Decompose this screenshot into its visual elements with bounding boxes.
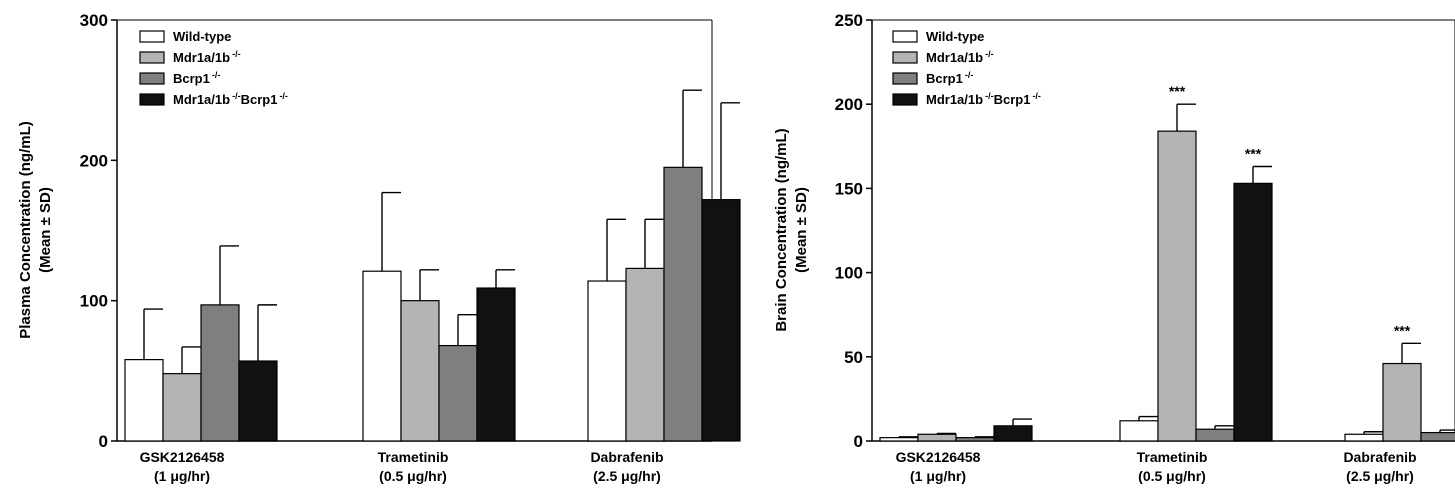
bar [362, 270, 402, 442]
y-tick-label: 250 [835, 11, 863, 30]
legend-label: Mdr1a/1b -/-Bcrp1 -/- [926, 91, 1041, 107]
bar [1420, 431, 1455, 442]
x-category-sublabel: (1 μg/hr) [910, 468, 966, 484]
y-axis-label: Brain Concentration (ng/mL) [773, 128, 790, 331]
legend-name: Mdr1a/1b [173, 50, 230, 65]
y-tick-label: 100 [80, 292, 108, 311]
y-axis-label-sub: (Mean ± SD) [793, 187, 810, 273]
legend-name: Mdr1a/1b [173, 92, 230, 107]
legend-name: Mdr1a/1b [926, 50, 983, 65]
significance-label: *** [1245, 146, 1262, 162]
legend-label: Mdr1a/1b -/-Bcrp1 -/- [173, 91, 288, 107]
legend-superscript: -/- [212, 70, 221, 80]
legend-superscript-2: -/- [279, 91, 288, 101]
bar [1157, 130, 1197, 442]
bar [917, 433, 957, 442]
legend-swatch [139, 72, 165, 85]
y-tick-label: 50 [844, 348, 863, 367]
legend-superscript: -/- [232, 91, 241, 101]
legend-swatch [892, 72, 918, 85]
legend-swatch [139, 93, 165, 106]
legend-superscript: -/- [985, 49, 994, 59]
y-axis-label: Plasma Concentration (ng/mL) [17, 121, 34, 339]
legend-label: Bcrp1 -/- [173, 70, 220, 86]
bar [587, 280, 627, 442]
y-axis-label-sub: (Mean ± SD) [37, 187, 54, 273]
x-category-sublabel: (0.5 μg/hr) [1138, 468, 1206, 484]
bar [1233, 182, 1273, 442]
legend-swatch [892, 93, 918, 106]
bar [1195, 428, 1235, 442]
legend-swatch [892, 51, 918, 64]
legend-swatch [139, 30, 165, 43]
y-tick-label: 100 [835, 264, 863, 283]
legend-name: Bcrp1 [173, 71, 210, 86]
brain-concentration-chart: 0 50 100 150 200 250 Brain Concentration (ng/m… [773, 11, 1455, 484]
bar [400, 300, 440, 442]
y-tick-label: 300 [80, 11, 108, 30]
y-tick-label: 200 [80, 151, 108, 170]
legend-label: Mdr1a/1b -/- [173, 49, 241, 65]
legend-label: Wild-type [173, 29, 231, 44]
x-category-label: Dabrafenib [1343, 449, 1416, 465]
legend-superscript: -/- [985, 91, 994, 101]
bar [663, 166, 703, 442]
legend-label: Mdr1a/1b -/- [926, 49, 994, 65]
legend-superscript: -/- [965, 70, 974, 80]
bar [438, 344, 478, 442]
legend-superscript-2: -/- [1032, 91, 1041, 101]
significance-label: *** [1169, 83, 1186, 99]
legend-swatch [892, 30, 918, 43]
x-category-label: Trametinib [1137, 449, 1208, 465]
bar [993, 425, 1033, 442]
bar [238, 360, 278, 442]
bar [1119, 420, 1159, 442]
legend-superscript: -/- [232, 49, 241, 59]
x-category-sublabel: (2.5 μg/hr) [1346, 468, 1414, 484]
bar [1344, 433, 1384, 442]
bar [124, 359, 164, 442]
x-category-sublabel: (0.5 μg/hr) [379, 468, 447, 484]
bar [1382, 362, 1422, 442]
bar [476, 287, 516, 442]
y-tick-label: 150 [835, 179, 863, 198]
bar [625, 267, 665, 442]
legend-swatch [139, 51, 165, 64]
plasma-concentration-chart: 0 100 200 300 Plasma Concentration (ng/mL) (M… [17, 11, 741, 484]
bar [955, 437, 995, 442]
bar [162, 373, 202, 442]
legend-name: Bcrp1 [926, 71, 963, 86]
y-tick-label: 200 [835, 95, 863, 114]
x-category-sublabel: (1 μg/hr) [154, 468, 210, 484]
bar [701, 199, 741, 442]
legend-name-2: Bcrp1 [241, 92, 278, 107]
bar [879, 437, 919, 442]
legend-name: Wild-type [926, 29, 984, 44]
x-category-label: GSK2126458 [896, 449, 981, 465]
y-tick-label: 0 [854, 432, 863, 451]
y-tick-label: 0 [99, 432, 108, 451]
x-category-sublabel: (2.5 μg/hr) [593, 468, 661, 484]
legend-name: Mdr1a/1b [926, 92, 983, 107]
legend-label: Bcrp1 -/- [926, 70, 973, 86]
legend-label: Wild-type [926, 29, 984, 44]
legend-name: Wild-type [173, 29, 231, 44]
x-category-label: GSK2126458 [140, 449, 225, 465]
legend-name-2: Bcrp1 [994, 92, 1031, 107]
x-category-label: Dabrafenib [590, 449, 663, 465]
significance-label: *** [1394, 322, 1411, 338]
x-category-label: Trametinib [378, 449, 449, 465]
bar [200, 304, 240, 442]
